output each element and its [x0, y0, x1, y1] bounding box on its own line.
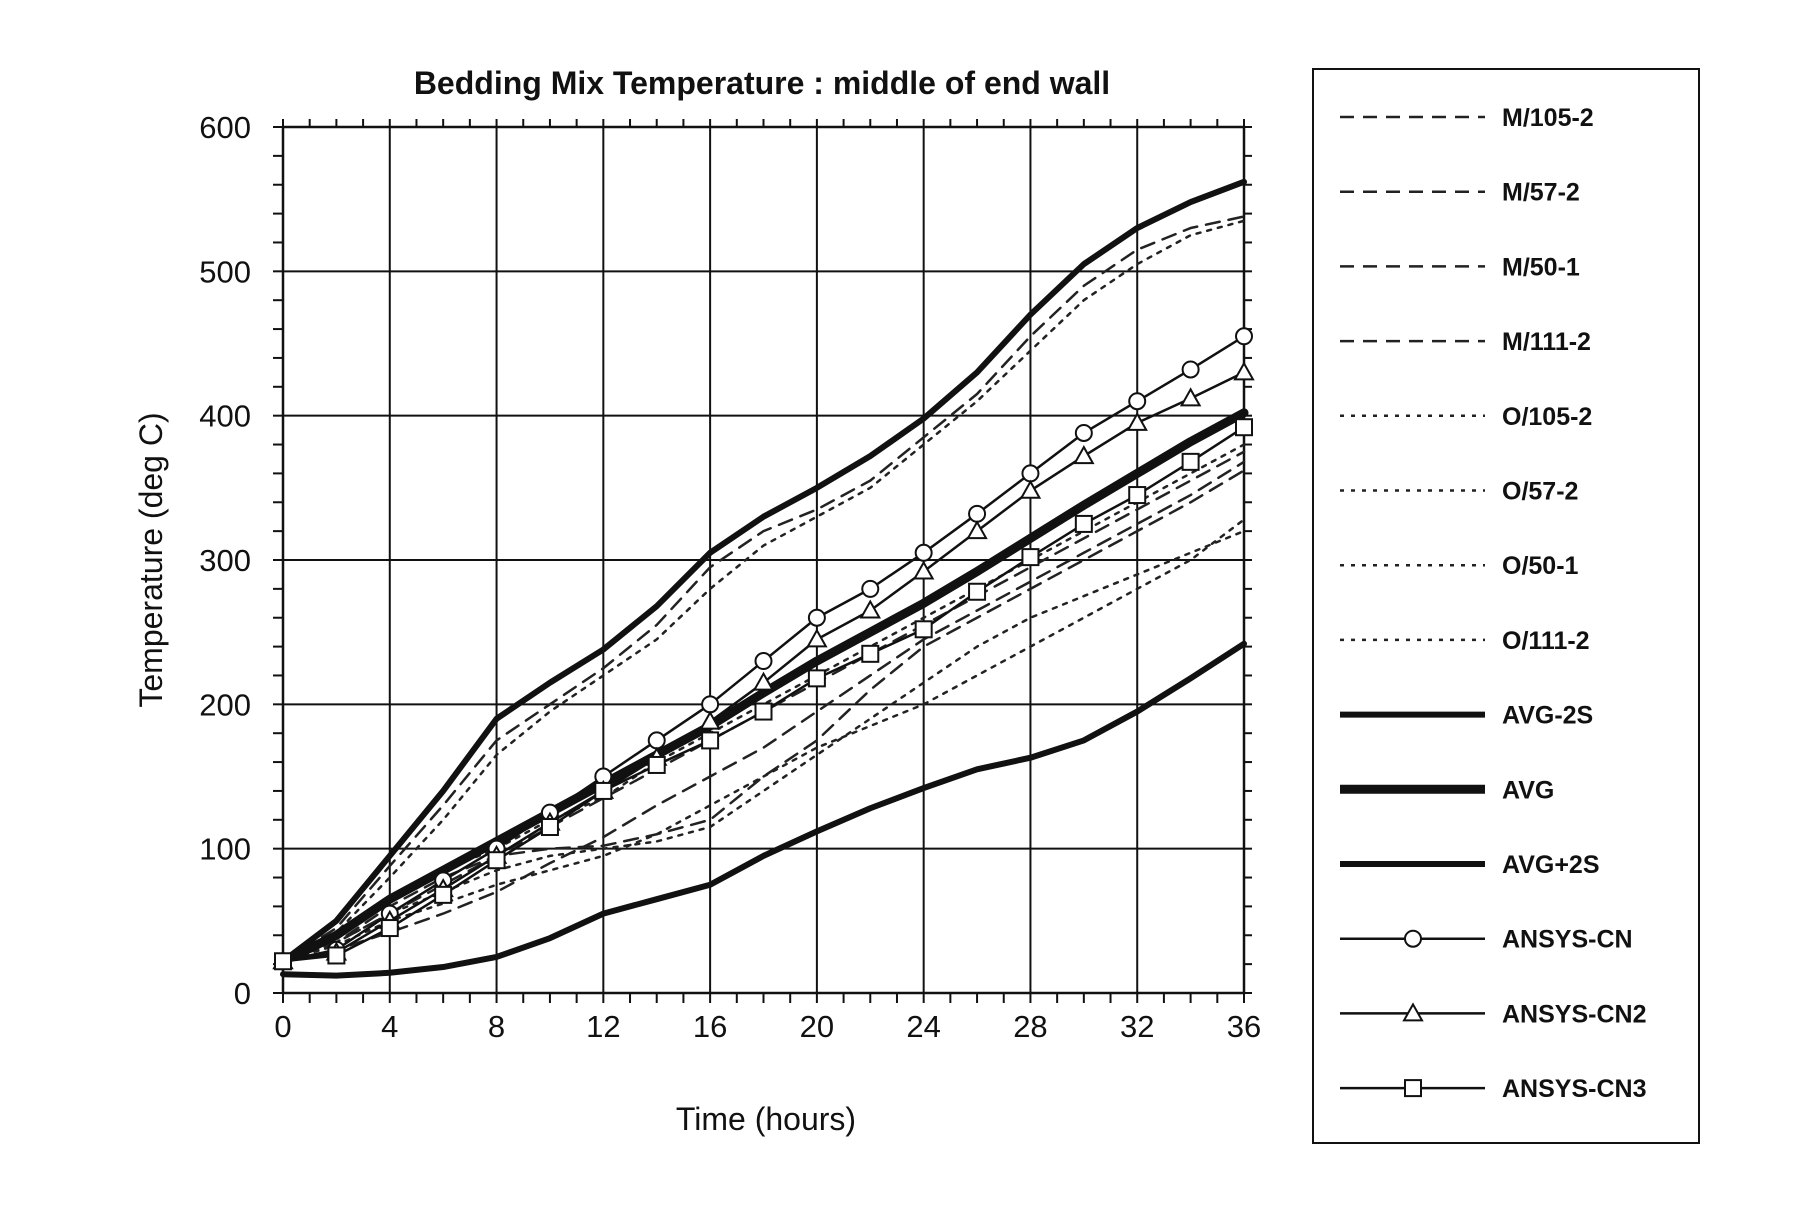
y-tick-label: 500	[199, 254, 251, 289]
data-point-marker	[752, 671, 775, 691]
legend-label: M/50-1	[1502, 253, 1580, 281]
data-point-marker	[807, 669, 826, 688]
legend-label: ANSYS-CN2	[1502, 1000, 1646, 1028]
series-line-avg	[278, 408, 1249, 966]
legend-label: O/111-2	[1502, 627, 1590, 655]
data-point-marker	[274, 952, 292, 971]
data-point-marker	[1179, 387, 1202, 407]
data-point-marker	[807, 608, 826, 627]
legend-label: O/57-2	[1502, 478, 1578, 506]
series-line-avg-2s	[280, 178, 1247, 965]
legend-marker	[1402, 1002, 1424, 1022]
data-point-marker	[1181, 360, 1200, 379]
x-tick-label: 12	[586, 1009, 620, 1044]
data-point-marker	[701, 731, 720, 750]
x-tick-label: 32	[1120, 1009, 1154, 1044]
data-point-marker	[912, 560, 935, 580]
legend-label: ANSYS-CN	[1502, 926, 1633, 954]
data-point-marker	[327, 946, 346, 965]
data-point-marker	[1019, 479, 1042, 499]
y-tick-label: 600	[199, 110, 251, 145]
series-line-ansys-cn	[281, 335, 1246, 963]
data-point-marker	[647, 755, 666, 774]
legend-label: AVG	[1502, 776, 1554, 804]
legend-label: AVG-2S	[1502, 702, 1593, 730]
x-tick-label: 4	[381, 1009, 398, 1044]
data-point-marker	[806, 628, 828, 648]
y-tick-label: 0	[234, 976, 251, 1011]
data-point-marker	[859, 599, 881, 619]
data-point-marker	[966, 520, 988, 540]
x-tick-label: 24	[906, 1009, 940, 1044]
chart-title: Bedding Mix Temperature : middle of end …	[414, 65, 1110, 101]
data-point-marker	[1128, 486, 1147, 505]
data-point-marker	[701, 695, 720, 714]
x-tick-label: 28	[1013, 1009, 1047, 1044]
series-line-o-111-2	[281, 518, 1246, 963]
data-point-marker	[754, 652, 773, 671]
data-point-marker	[861, 644, 880, 663]
x-tick-label: 36	[1227, 1009, 1261, 1044]
x-tick-label: 20	[800, 1009, 834, 1044]
data-point-marker	[647, 731, 666, 750]
data-point-marker	[968, 582, 987, 601]
y-axis-label: Temperature (deg C)	[133, 412, 169, 707]
legend-label: AVG+2S	[1502, 851, 1600, 879]
series-line-m-105-2	[281, 215, 1246, 963]
data-point-marker	[1021, 548, 1040, 567]
y-tick-label: 400	[199, 399, 251, 434]
legend-label: M/105-2	[1502, 104, 1594, 132]
data-point-marker	[1235, 418, 1253, 437]
data-point-marker	[1128, 392, 1147, 411]
data-point-marker	[1181, 452, 1200, 471]
legend-label: M/111-2	[1502, 328, 1591, 356]
data-point-marker	[968, 504, 987, 523]
y-tick-label: 300	[199, 543, 251, 578]
legend-box	[1312, 68, 1700, 1144]
data-point-marker	[487, 851, 506, 870]
data-point-marker	[434, 885, 453, 904]
data-point-marker	[1233, 361, 1255, 381]
data-point-marker	[1235, 327, 1253, 346]
x-tick-label: 8	[488, 1009, 505, 1044]
data-point-marker	[1074, 514, 1093, 533]
data-point-marker	[540, 818, 559, 837]
legend-label: O/50-1	[1502, 552, 1579, 580]
series-line-avg-2s	[280, 640, 1247, 979]
data-point-marker	[380, 919, 399, 938]
legend-marker	[1404, 1079, 1422, 1098]
x-axis-label: Time (hours)	[676, 1101, 856, 1137]
data-point-marker	[914, 620, 933, 639]
data-point-marker	[594, 781, 613, 800]
y-tick-label: 200	[199, 687, 251, 722]
series-line-m-50-1	[281, 460, 1246, 963]
y-tick-label: 100	[199, 832, 251, 867]
data-point-marker	[754, 702, 773, 721]
legend-marker	[1404, 929, 1422, 948]
legend-label: M/57-2	[1502, 179, 1580, 207]
data-point-marker	[699, 710, 721, 730]
data-point-marker	[1021, 464, 1040, 483]
data-point-marker	[914, 543, 933, 562]
data-point-marker	[861, 579, 880, 598]
data-point-marker	[1126, 411, 1148, 431]
legend-label: ANSYS-CN3	[1502, 1075, 1646, 1103]
legend-label: O/105-2	[1502, 403, 1592, 431]
x-tick-label: 16	[693, 1009, 727, 1044]
data-point-marker	[1073, 445, 1095, 465]
data-point-marker	[1074, 423, 1093, 442]
x-tick-label: 0	[274, 1009, 291, 1044]
series-line-o-105-2	[281, 219, 1246, 963]
